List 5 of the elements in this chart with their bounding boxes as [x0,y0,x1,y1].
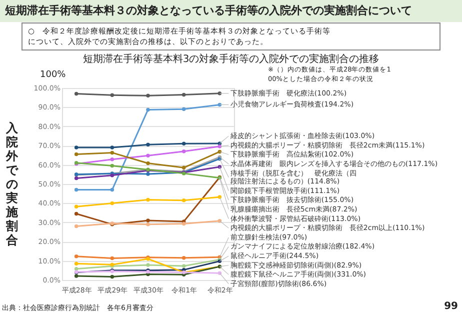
text: 短期滞在手術等基本料3の対象手術等の入院外での実施割合の推移 [82,53,380,65]
text: 入院外での実施割合 [6,121,18,247]
text: 100% [40,70,66,80]
chart-title: 短期滞在手術等基本料３の対象となっている手術等の入院外での実施割合について [4,4,412,17]
text: 99 [444,301,458,312]
